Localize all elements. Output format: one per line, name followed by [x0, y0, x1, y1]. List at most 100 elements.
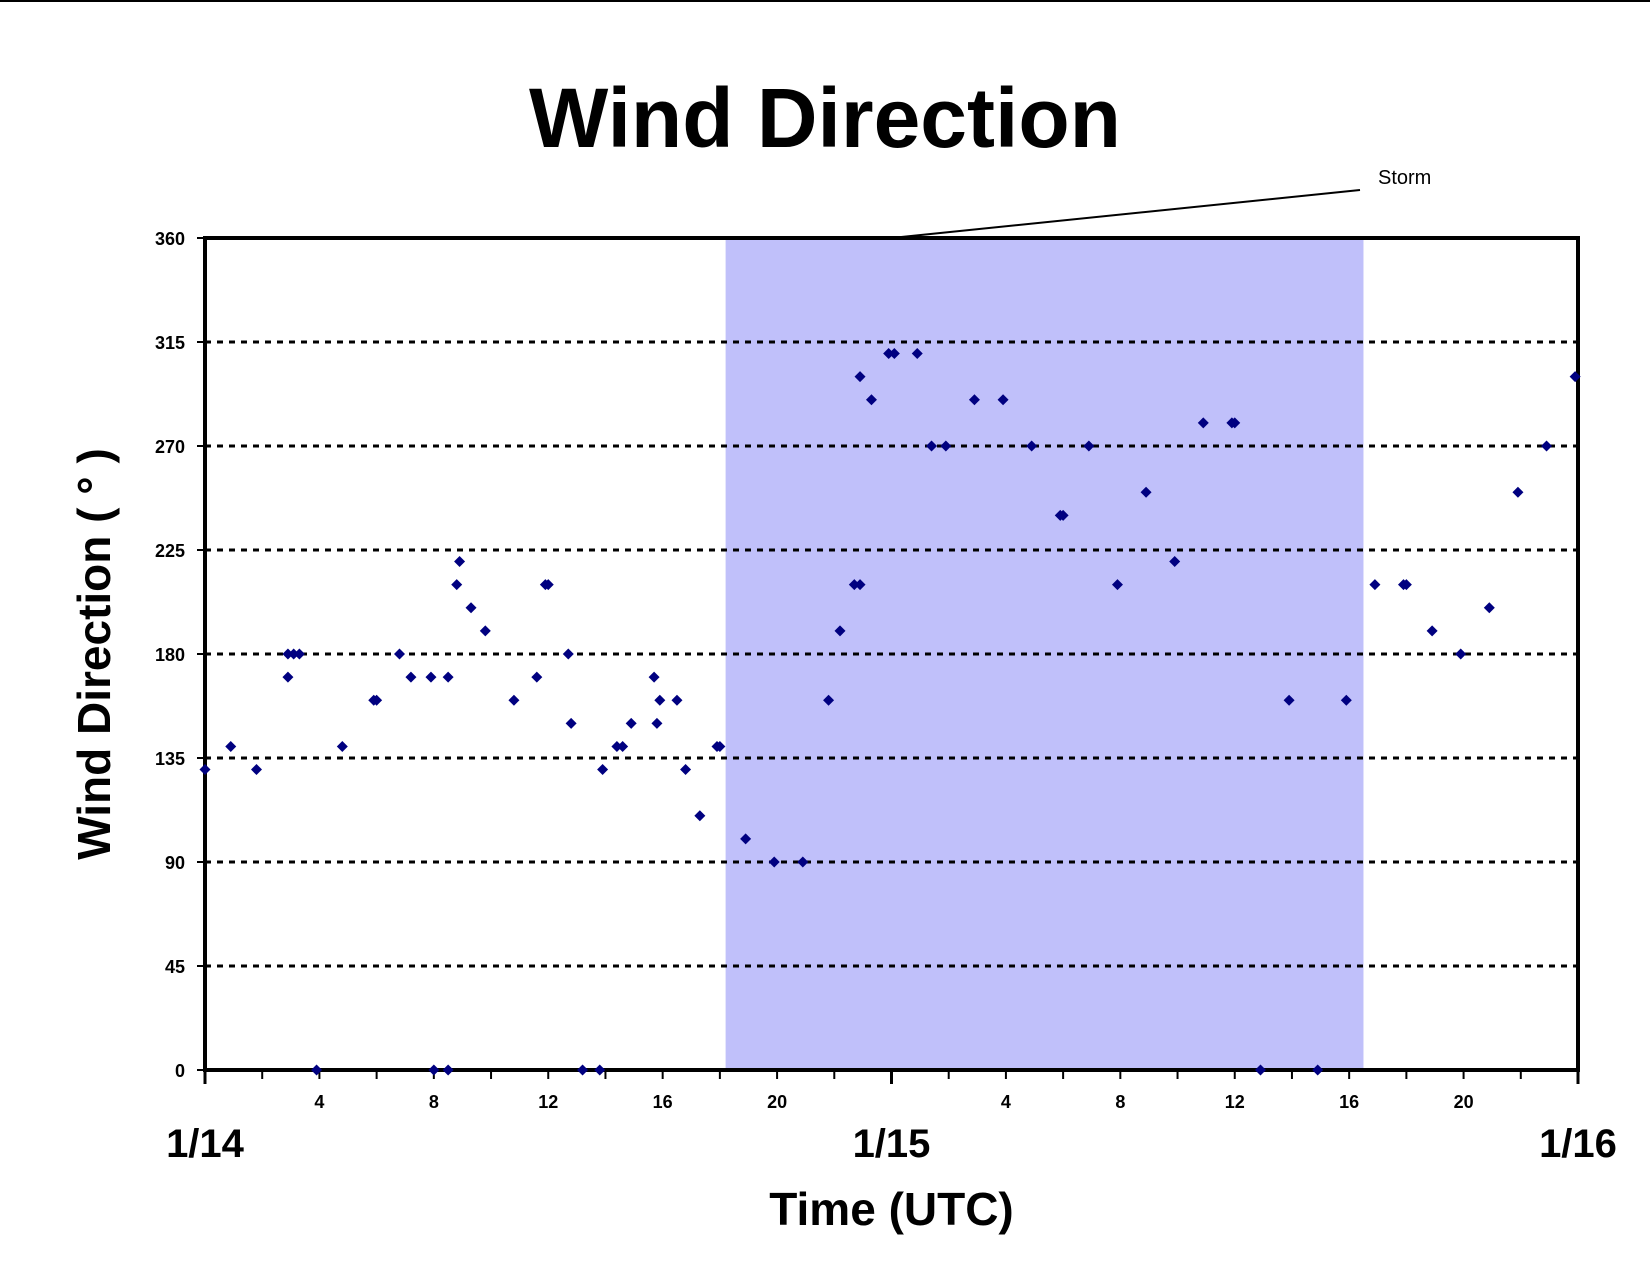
data-point — [680, 764, 692, 776]
data-point — [425, 671, 437, 683]
data-point — [288, 648, 300, 660]
data-point — [834, 625, 846, 637]
data-point — [479, 625, 491, 637]
data-point — [225, 740, 237, 752]
data-point — [565, 717, 577, 729]
data-point — [1057, 509, 1069, 521]
data-point — [199, 764, 211, 776]
data-point — [1455, 648, 1467, 660]
data-point — [454, 556, 466, 568]
data-point — [1111, 579, 1123, 591]
data-point — [597, 764, 609, 776]
data-point — [883, 348, 895, 360]
data-point — [714, 740, 726, 752]
data-point — [1283, 694, 1295, 706]
data-point — [250, 764, 262, 776]
x-tick-label: 8 — [1115, 1092, 1125, 1112]
x-tick-label: 16 — [653, 1092, 673, 1112]
x-tick-label: 4 — [314, 1092, 324, 1112]
x-tick-label: 4 — [1001, 1092, 1011, 1112]
data-point — [1569, 371, 1581, 383]
y-tick-label: 180 — [155, 645, 185, 665]
data-point — [405, 671, 417, 683]
data-point — [671, 694, 683, 706]
data-point — [1140, 486, 1152, 498]
data-point — [451, 579, 463, 591]
data-point — [394, 648, 406, 660]
data-point — [911, 348, 923, 360]
x-day-label: 1/16 — [1539, 1122, 1617, 1166]
data-point — [1026, 440, 1038, 452]
data-point — [768, 856, 780, 868]
top-border-line — [0, 0, 1650, 2]
y-tick-label: 135 — [155, 749, 185, 769]
data-point — [1512, 486, 1524, 498]
data-point — [1312, 1064, 1324, 1076]
x-day-label: 1/14 — [166, 1122, 245, 1166]
data-point — [797, 856, 809, 868]
data-point — [442, 671, 454, 683]
y-tick-label: 0 — [175, 1061, 185, 1081]
x-tick-label: 20 — [767, 1092, 787, 1112]
data-point — [371, 694, 383, 706]
data-point — [848, 579, 860, 591]
data-point — [926, 440, 938, 452]
y-tick-label: 45 — [165, 957, 185, 977]
data-point — [694, 810, 706, 822]
y-tick-label: 270 — [155, 437, 185, 457]
chart-title: Wind Direction — [529, 71, 1121, 165]
data-point — [531, 671, 543, 683]
data-point — [1426, 625, 1438, 637]
x-tick-label: 8 — [429, 1092, 439, 1112]
data-point — [577, 1064, 589, 1076]
x-tick-label: 20 — [1454, 1092, 1474, 1112]
data-point — [651, 717, 663, 729]
data-point — [625, 717, 637, 729]
data-point — [888, 348, 900, 360]
data-point — [740, 833, 752, 845]
data-point — [997, 394, 1009, 406]
x-tick-label: 16 — [1339, 1092, 1359, 1112]
data-point — [542, 579, 554, 591]
data-point — [336, 740, 348, 752]
data-point — [1083, 440, 1095, 452]
data-point — [1541, 440, 1553, 452]
data-point — [611, 740, 623, 752]
data-point — [508, 694, 520, 706]
data-point — [823, 694, 835, 706]
y-tick-label: 225 — [155, 541, 185, 561]
data-point — [562, 648, 574, 660]
storm-annotation: Storm — [1378, 167, 1431, 189]
data-point — [465, 602, 477, 614]
data-point — [854, 371, 866, 383]
data-point — [282, 648, 294, 660]
data-point — [1400, 579, 1412, 591]
y-tick-label: 315 — [155, 333, 185, 353]
data-point — [1340, 694, 1352, 706]
data-point — [940, 440, 952, 452]
data-point — [654, 694, 666, 706]
data-point — [293, 648, 305, 660]
x-tick-label: 12 — [538, 1092, 558, 1112]
y-axis-title: Wind Direction ( ° ) — [68, 448, 120, 860]
x-axis-title: Time (UTC) — [769, 1183, 1014, 1235]
data-point — [648, 671, 660, 683]
data-point — [1254, 1064, 1266, 1076]
data-point — [865, 394, 877, 406]
x-day-label: 1/15 — [853, 1122, 931, 1166]
data-point — [1169, 556, 1181, 568]
data-point — [854, 579, 866, 591]
y-tick-label: 90 — [165, 853, 185, 873]
data-point — [594, 1064, 606, 1076]
data-point — [1483, 602, 1495, 614]
data-point — [428, 1064, 440, 1076]
data-point — [442, 1064, 454, 1076]
y-tick-label: 360 — [155, 229, 185, 249]
data-point — [282, 671, 294, 683]
x-tick-label: 12 — [1225, 1092, 1245, 1112]
data-point — [1369, 579, 1381, 591]
data-point — [1229, 417, 1241, 429]
storm-leader-line — [891, 189, 1361, 239]
data-point — [311, 1064, 323, 1076]
